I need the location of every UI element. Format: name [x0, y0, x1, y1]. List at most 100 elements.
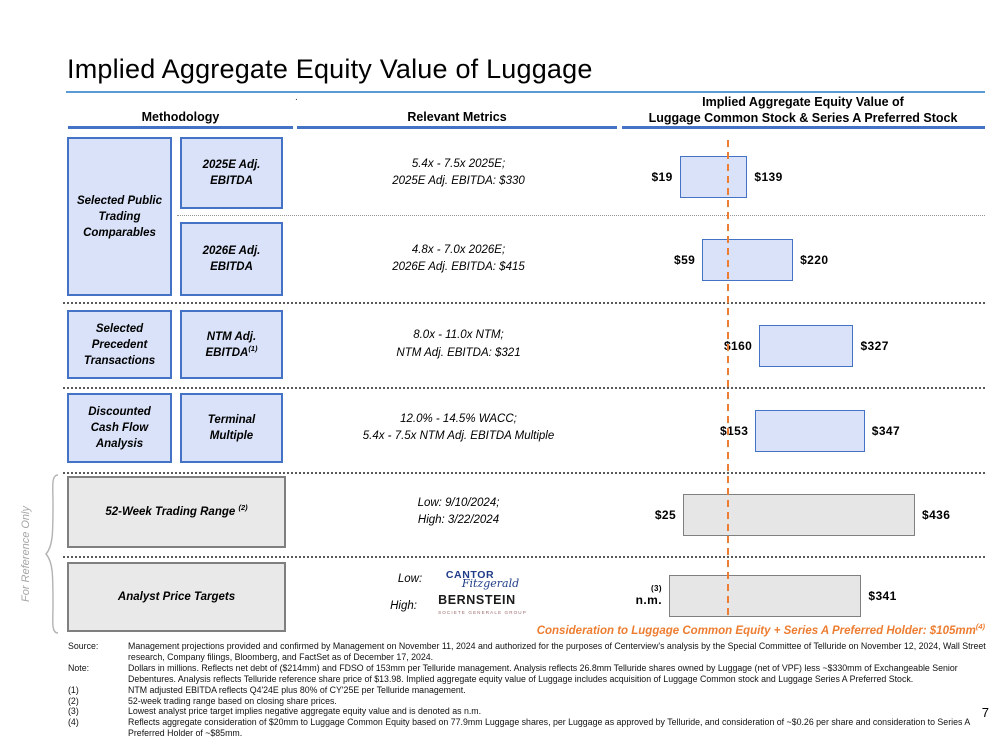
footnote-marker: (3) [650, 584, 662, 593]
bar-low-label: $59 [674, 253, 695, 267]
bar-high-label: $436 [922, 508, 951, 522]
bar-low-value: $153 [720, 423, 749, 438]
column-header-implied-value: Implied Aggregate Equity Value of Luggag… [618, 95, 988, 126]
metric-analyst-price-targets: Low: CANTOR Fitzgerald High: BERNSTEIN S… [290, 556, 627, 632]
methodology-group-box-dcf: Discounted Cash Flow Analysis [67, 393, 172, 463]
footnote-row: (3) Lowest analyst price target implies … [68, 706, 986, 717]
consideration-text: Consideration to Luggage Common Equity +… [536, 624, 976, 637]
method-label: Terminal Multiple [207, 414, 256, 442]
footnote-row: (2) 52-week trading range based on closi… [68, 696, 986, 707]
metrics-header-rule [297, 126, 617, 129]
metric-text-ntm: 8.0x - 11.0x NTM; NTM Adj. EBITDA: $321 [290, 310, 627, 379]
metric-text-52-week: Low: 9/10/2024; High: 3/22/2024 [290, 476, 627, 548]
metric-line: 12.0% - 14.5% WACC; [400, 412, 517, 425]
footnote-label: (2) [68, 695, 79, 706]
bernstein-logo-subtext: SOCIETE GENERALE GROUP [438, 610, 527, 615]
range-bar [679, 155, 748, 198]
footnote-label: (1) [68, 684, 79, 695]
metric-line: 2026E Adj. EBITDA: $415 [392, 261, 525, 273]
bar-low-label: $19 [651, 170, 672, 184]
footnote-text: 52-week trading range based on closing s… [128, 695, 337, 706]
bar-low-label: (3) n.m. [635, 584, 662, 608]
low-label: Low: [397, 572, 423, 585]
bernstein-logo-text: BERNSTEIN [438, 593, 516, 607]
method-box-analyst-price-targets: Analyst Price Targets [67, 562, 286, 632]
bar-low-value: $160 [723, 338, 753, 353]
method-label-text: NTM Adj. EBITDA [205, 330, 257, 359]
method-box-2026e-ebitda: 2026E Adj. EBITDA [180, 222, 283, 296]
title-underline [66, 91, 985, 93]
bar-row-dcf: $153 $347 [630, 388, 985, 473]
range-bar [755, 409, 865, 452]
implied-value-header-line1: Implied Aggregate Equity Value of [702, 95, 904, 109]
metric-line: NTM Adj. EBITDA: $321 [396, 346, 521, 359]
bar-high-label: $220 [800, 252, 829, 267]
metric-line: High: 3/22/2024 [417, 514, 500, 526]
column-header-relevant-metrics: Relevant Metrics [407, 110, 507, 124]
footnote-marker: (2) [238, 503, 248, 513]
footnote-row: Source: Management projections provided … [68, 641, 986, 663]
stray-mark: . [295, 92, 298, 103]
method-box-52-week-trading-range: 52-Week Trading Range (2) [67, 476, 286, 548]
implied-value-header-rule [622, 126, 985, 129]
metric-line: 5.4x - 7.5x 2025E; [411, 157, 506, 170]
reference-only-label: For Reference Only [20, 506, 32, 602]
footnote-text: NTM adjusted EBITDA reflects Q4'24E plus… [128, 684, 466, 695]
footnote-text: Reflects aggregate consideration of $20m… [128, 717, 970, 739]
row-separator-inner [177, 215, 985, 216]
method-box-2025e-ebitda: 2025E Adj. EBITDA [180, 137, 283, 209]
footnote-text: Management projections provided and conf… [128, 641, 986, 662]
footnote-row: (1) NTM adjusted EBITDA reflects Q4'24E … [68, 685, 986, 696]
method-box-terminal-multiple: Terminal Multiple [180, 393, 283, 463]
methodology-group-label: Selected Public Trading Comparables [76, 194, 162, 239]
metric-line: 5.4x - 7.5x NTM Adj. EBITDA Multiple [362, 430, 555, 442]
method-label: 2025E Adj. EBITDA [202, 159, 261, 187]
method-box-ntm-ebitda: NTM Adj. EBITDA(1) [180, 310, 283, 379]
footnote-text: Dollars in millions. Reflects net debt o… [128, 662, 958, 684]
bar-high-label: $347 [871, 423, 901, 438]
range-bar [668, 575, 862, 617]
cantor-logo-text: CANTOR [445, 569, 495, 581]
bar-low-label: $153 [720, 424, 748, 438]
cantor-fitzgerald-logo: CANTOR Fitzgerald [446, 570, 519, 589]
row-separator-group [63, 556, 985, 558]
metric-line: 4.8x - 7.0x 2026E; [411, 243, 506, 256]
analyst-low-row: Low: CANTOR Fitzgerald [398, 570, 519, 589]
footnotes: Source: Management projections provided … [68, 641, 986, 739]
range-bar [759, 324, 854, 367]
bar-low-value: $25 [654, 508, 677, 522]
row-separator-group [63, 387, 985, 389]
footnote-label: Note: [68, 662, 90, 673]
bar-row-ntm: $160 $327 [630, 303, 985, 388]
high-label: High: [390, 599, 417, 612]
method-label: NTM Adj. EBITDA(1) [188, 329, 275, 361]
methodology-header-rule [68, 126, 293, 129]
footnote-label: (4) [68, 717, 79, 728]
method-label-text: 52-Week Trading Range [105, 506, 236, 518]
method-label: 2026E Adj. EBITDA [202, 245, 261, 273]
metric-line: 2025E Adj. EBITDA: $330 [392, 175, 525, 187]
implied-value-header-line2: Luggage Common Stock & Series A Preferre… [648, 110, 958, 125]
footnote-row: (4) Reflects aggregate consideration of … [68, 717, 986, 739]
methodology-group-label: Selected Precedent Transactions [83, 322, 156, 367]
footnote-marker: (4) [975, 622, 985, 631]
page-title: Implied Aggregate Equity Value of Luggag… [67, 54, 593, 84]
metric-text-2025e: 5.4x - 7.5x 2025E; 2025E Adj. EBITDA: $3… [290, 137, 627, 209]
page-number: 7 [981, 705, 989, 720]
metric-text-dcf: 12.0% - 14.5% WACC; 5.4x - 7.5x NTM Adj.… [290, 393, 627, 463]
bar-high-label: $139 [754, 169, 783, 184]
bar-low-label: $160 [724, 339, 752, 353]
consideration-note: Consideration to Luggage Common Equity +… [537, 622, 985, 637]
bar-row-52-week: $25 $436 [630, 473, 985, 557]
row-separator-group [63, 472, 985, 474]
footnote-marker: (1) [248, 343, 258, 353]
row-separator-group [63, 302, 985, 304]
bar-low-value: n.m. [635, 593, 662, 607]
fitzgerald-logo-text: Fitzgerald [461, 577, 520, 590]
bar-low-value: $59 [674, 252, 696, 267]
bernstein-logo: BERNSTEIN SOCIETE GENERALE GROUP [438, 593, 527, 618]
bar-row-2026e: $59 $220 [630, 216, 985, 303]
metric-line: 8.0x - 11.0x NTM; [413, 329, 504, 341]
metric-text-2026e: 4.8x - 7.0x 2026E; 2026E Adj. EBITDA: $4… [290, 222, 627, 296]
